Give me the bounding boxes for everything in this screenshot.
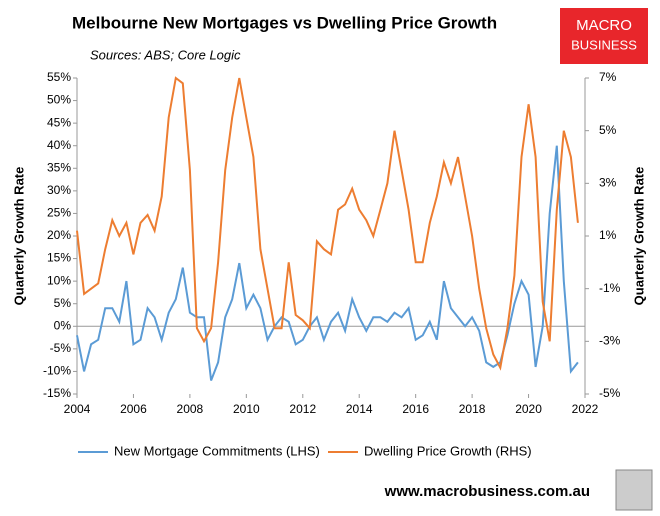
x-tick-label: 2022 <box>572 402 599 416</box>
x-tick-label: 2008 <box>177 402 204 416</box>
x-tick-label: 2020 <box>515 402 542 416</box>
legend-label: New Mortgage Commitments (LHS) <box>114 443 320 458</box>
y2-tick-label: 1% <box>599 228 617 242</box>
chart-title: Melbourne New Mortgages vs Dwelling Pric… <box>72 13 497 32</box>
y-tick-label: 10% <box>47 273 71 287</box>
y-tick-label: 35% <box>47 160 71 174</box>
y-tick-label: -15% <box>43 386 71 400</box>
x-tick-label: 2010 <box>233 402 260 416</box>
y2-tick-label: -3% <box>599 334 621 348</box>
y-tick-label: 15% <box>47 251 71 265</box>
x-tick-label: 2012 <box>289 402 316 416</box>
x-tick-label: 2018 <box>459 402 486 416</box>
x-tick-label: 2006 <box>120 402 147 416</box>
y-tick-label: 50% <box>47 93 71 107</box>
y-tick-label: 0% <box>54 318 72 332</box>
y-tick-label: 30% <box>47 183 71 197</box>
y2-tick-label: 5% <box>599 123 617 137</box>
logo-icon <box>615 469 653 511</box>
x-tick-label: 2014 <box>346 402 373 416</box>
y-axis-label: Quarterly Growth Rate <box>11 167 26 306</box>
series-line <box>76 145 579 381</box>
footer: www.macrobusiness.com.au <box>384 483 590 500</box>
series-line <box>76 76 579 371</box>
y-tick-label: 45% <box>47 115 71 129</box>
y2-tick-label: 3% <box>599 176 617 190</box>
legend-label: Dwelling Price Growth (RHS) <box>364 443 532 458</box>
y-tick-label: 55% <box>47 70 71 84</box>
chart-subtitle: Sources: ABS; Core Logic <box>90 47 241 62</box>
logo-box <box>560 8 648 64</box>
y2-tick-label: 7% <box>599 70 617 84</box>
logo-text: MACRO <box>576 17 632 34</box>
y2-tick-label: -1% <box>599 281 621 295</box>
y-tick-label: -10% <box>43 364 71 378</box>
y-tick-label: 25% <box>47 206 71 220</box>
y-tick-label: 20% <box>47 228 71 242</box>
logo-text: BUSINESS <box>571 37 637 52</box>
y-tick-label: 5% <box>54 296 72 310</box>
y2-axis-label: Quarterly Growth Rate <box>631 167 646 306</box>
y-tick-label: -5% <box>50 341 72 355</box>
y-tick-label: 40% <box>47 138 71 152</box>
y2-tick-label: -5% <box>599 386 621 400</box>
x-tick-label: 2004 <box>64 402 91 416</box>
x-tick-label: 2016 <box>402 402 429 416</box>
